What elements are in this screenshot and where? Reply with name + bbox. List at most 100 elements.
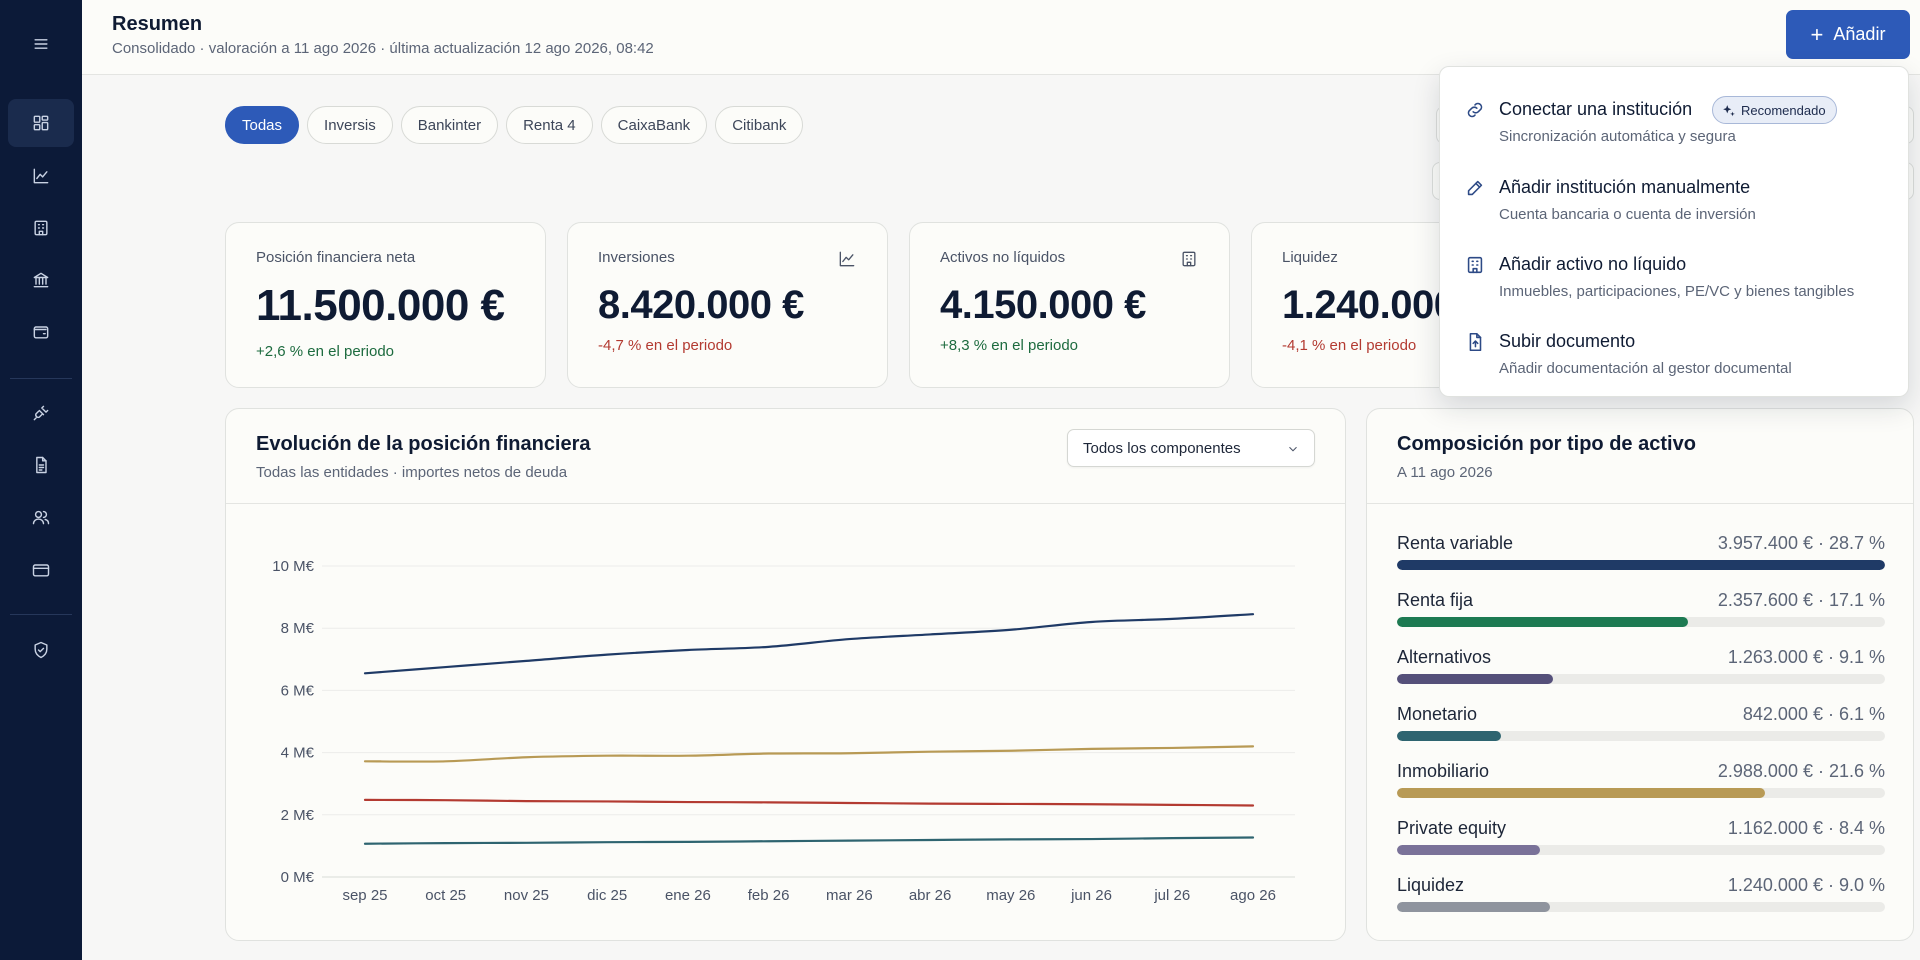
y-tick-label: 4 M€: [281, 745, 315, 762]
sidebar-item-billing[interactable]: [8, 546, 74, 594]
dashboard-icon: [33, 115, 49, 131]
composition-bar-track: [1397, 902, 1885, 912]
sidebar-item-connections[interactable]: [8, 389, 74, 437]
bank-icon: [33, 272, 49, 288]
filter-chip-citibank[interactable]: Citibank: [715, 106, 804, 144]
composition-bar-fill: [1397, 788, 1766, 798]
composition-bar-fill: [1397, 845, 1541, 855]
menu-toggle-button[interactable]: [8, 20, 74, 68]
add-button[interactable]: + Añadir: [1786, 10, 1910, 59]
kpi-label: Activos no líquidos: [940, 249, 1066, 266]
composition-value: 1.240.000 € · 9.0 %: [1727, 875, 1885, 895]
kpi-change: +8,3 % en el periodo: [940, 337, 1079, 354]
link-icon: [1464, 99, 1486, 121]
sidebar-divider: [10, 378, 72, 379]
y-tick-label: 0 M€: [281, 869, 315, 886]
evolution-subtitle: Todas las entidades · importes netos de …: [256, 464, 568, 481]
sparkle-icon: [1722, 104, 1736, 118]
composition-value: 2.357.600 € · 17.1 %: [1717, 590, 1885, 610]
sidebar-item-users[interactable]: [8, 493, 74, 541]
composition-row: Monetario 842.000 € · 6.1 %: [1397, 704, 1885, 744]
y-tick-label: 2 M€: [281, 807, 315, 824]
composition-bar-track: [1397, 731, 1885, 741]
component-select[interactable]: Todos los componentes: [1067, 429, 1315, 467]
hamburger-icon: [34, 39, 48, 49]
pencil-icon: [1464, 177, 1486, 199]
filter-chip-caixabank[interactable]: CaixaBank: [600, 106, 708, 144]
shield-icon: [34, 641, 48, 659]
x-tick-label: mar 26: [826, 887, 873, 904]
card-divider: [1367, 503, 1913, 504]
badge-label: Recomendado: [1741, 102, 1826, 118]
sidebar-item-institutions[interactable]: [8, 256, 74, 304]
upload-document-icon: [1464, 331, 1486, 353]
add-menu: Conectar una institución Recomendado Sin…: [1439, 66, 1909, 397]
kpi-card-net-position: Posición financiera neta 11.500.000 € +2…: [225, 222, 546, 388]
filter-chip-bankinter[interactable]: Bankinter: [400, 106, 499, 144]
sidebar-item-documents[interactable]: [8, 441, 74, 489]
menu-item-title: Añadir activo no líquido: [1499, 254, 1687, 274]
filter-chip-inversis[interactable]: Inversis: [307, 106, 393, 144]
composition-value: 2.988.000 € · 21.6 %: [1717, 761, 1885, 781]
x-tick-label: nov 25: [504, 887, 549, 904]
kpi-label: Inversiones: [598, 249, 675, 266]
x-tick-label: may 26: [986, 887, 1035, 904]
menu-item-description: Sincronización automática y segura: [1499, 128, 1736, 145]
top-bar: Resumen Consolidado · valoración a 11 ag…: [82, 0, 1920, 75]
composition-name: Alternativos: [1397, 647, 1492, 667]
composition-name: Monetario: [1397, 704, 1478, 724]
evolution-card: Evolución de la posición financiera Toda…: [225, 408, 1346, 941]
menu-item-add-institution-manually[interactable]: Añadir institución manualmente Cuenta ba…: [1440, 165, 1908, 235]
menu-item-title: Subir documento: [1499, 331, 1636, 351]
menu-item-description: Añadir documentación al gestor documenta…: [1499, 360, 1792, 377]
component-select-value: Todos los componentes: [1083, 439, 1241, 457]
composition-row: Renta variable 3.957.400 € · 28.7 %: [1397, 533, 1885, 573]
line-chart-icon: [837, 249, 857, 269]
x-tick-label: ago 26: [1230, 887, 1276, 904]
kpi-value: 8.420.000 €: [598, 283, 804, 327]
users-icon: [32, 510, 50, 525]
composition-name: Renta variable: [1397, 533, 1514, 553]
kpi-card-illiquid-assets: Activos no líquidos 4.150.000 € +8,3 % e…: [909, 222, 1230, 388]
composition-bar-fill: [1397, 560, 1885, 570]
kpi-change: -4,7 % en el periodo: [598, 337, 733, 354]
sidebar: [0, 0, 82, 960]
composition-row: Private equity 1.162.000 € · 8.4 %: [1397, 818, 1885, 858]
composition-card: Composición por tipo de activo A 11 ago …: [1366, 408, 1914, 941]
x-tick-label: ene 26: [665, 887, 711, 904]
page-subtitle: Consolidado · valoración a 11 ago 2026 ·…: [112, 40, 654, 57]
composition-row: Inmobiliario 2.988.000 € · 21.6 %: [1397, 761, 1885, 801]
composition-bar-track: [1397, 845, 1885, 855]
sidebar-item-investments[interactable]: [8, 152, 74, 200]
filter-chip-todas[interactable]: Todas: [225, 106, 300, 144]
kpi-change: +2,6 % en el periodo: [256, 343, 395, 360]
composition-bar-track: [1397, 788, 1885, 798]
filter-chip-renta4[interactable]: Renta 4: [506, 106, 593, 144]
sidebar-item-security[interactable]: [8, 626, 74, 674]
sidebar-divider: [10, 614, 72, 615]
composition-bar-track: [1397, 560, 1885, 570]
evolution-title: Evolución de la posición financiera: [256, 433, 591, 455]
building-icon: [1464, 254, 1486, 276]
menu-item-upload-document[interactable]: Subir documento Añadir documentación al …: [1440, 319, 1908, 389]
composition-title: Composición por tipo de activo: [1397, 433, 1696, 455]
composition-value: 842.000 € · 6.1 %: [1742, 704, 1885, 724]
wallet-icon: [33, 326, 49, 339]
composition-value: 1.263.000 € · 9.1 %: [1727, 647, 1885, 667]
menu-item-add-illiquid-asset[interactable]: Añadir activo no líquido Inmuebles, part…: [1440, 242, 1908, 312]
sidebar-item-accounts[interactable]: [8, 308, 74, 356]
kpi-value: 11.500.000 €: [256, 281, 505, 330]
x-tick-label: abr 26: [909, 887, 952, 904]
sidebar-item-dashboard[interactable]: [8, 99, 74, 147]
menu-item-connect-institution[interactable]: Conectar una institución Recomendado Sin…: [1440, 87, 1908, 157]
sidebar-item-assets[interactable]: [8, 204, 74, 252]
composition-bar-fill: [1397, 617, 1688, 627]
y-tick-label: 8 M€: [281, 620, 315, 637]
composition-name: Private equity: [1397, 818, 1507, 838]
composition-value: 3.957.400 € · 28.7 %: [1717, 533, 1885, 553]
card-divider: [226, 503, 1345, 504]
composition-name: Inmobiliario: [1397, 761, 1490, 781]
composition-bar-fill: [1397, 731, 1501, 741]
credit-card-icon: [32, 564, 50, 577]
series-line-1: [363, 745, 1255, 763]
